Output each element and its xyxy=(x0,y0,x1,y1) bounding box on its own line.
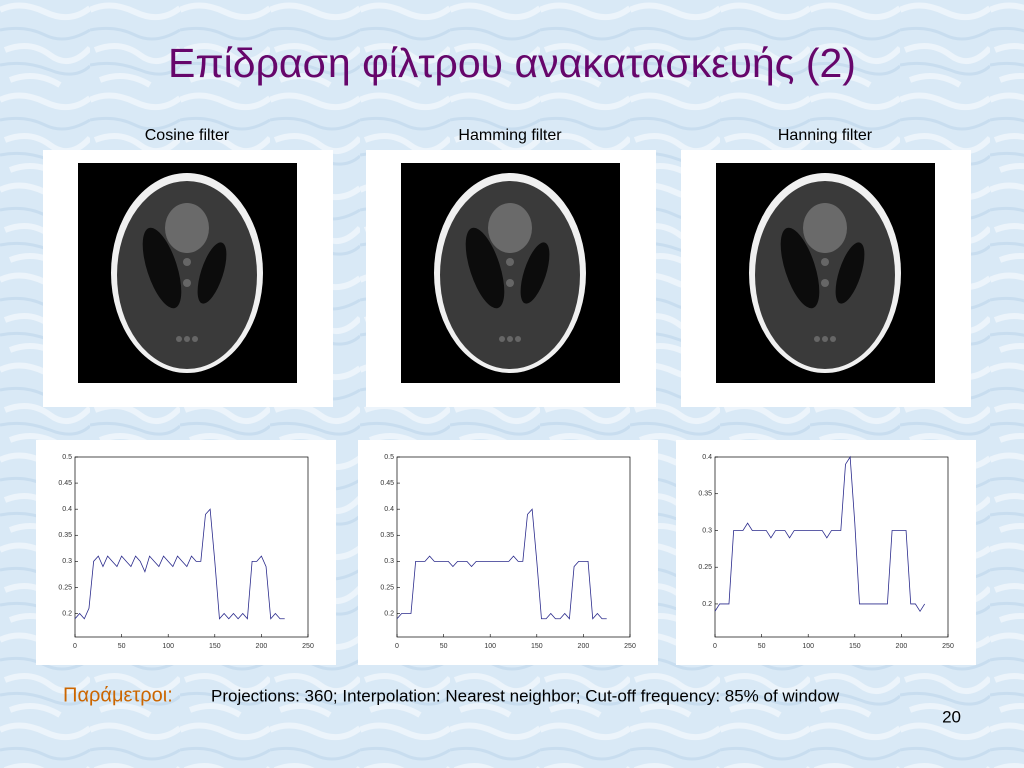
plot-axes xyxy=(714,456,949,638)
x-tick-label: 100 xyxy=(484,643,496,650)
y-tick-label: 0.4 xyxy=(62,506,72,513)
page-number: 20 xyxy=(942,707,961,726)
x-tick-label: 150 xyxy=(531,643,543,650)
y-tick-label: 0.25 xyxy=(698,564,712,571)
phantom-spot xyxy=(822,336,828,342)
y-tick-label: 0.35 xyxy=(58,532,72,539)
x-tick-label: 0 xyxy=(713,643,717,650)
phantom-spot xyxy=(507,336,513,342)
x-tick-label: 100 xyxy=(802,643,814,650)
profile-line xyxy=(396,508,607,620)
x-tick-label: 0 xyxy=(395,643,399,650)
y-tick-label: 0.2 xyxy=(62,610,72,617)
footer-text: Projections: 360; Interpolation: Nearest… xyxy=(211,686,840,705)
phantom-spot xyxy=(184,336,190,342)
phantom-spot xyxy=(506,258,514,266)
phantom-region xyxy=(465,227,505,309)
panel-label: Hamming filter xyxy=(458,127,562,144)
x-tick-label: 250 xyxy=(302,643,314,650)
phantom-region xyxy=(835,242,865,304)
phantom-region xyxy=(165,203,209,253)
profile-line xyxy=(714,455,926,613)
x-tick-label: 250 xyxy=(624,643,636,650)
phantom-region xyxy=(780,227,820,309)
plot-frame xyxy=(36,440,336,665)
phantom-region xyxy=(488,203,532,253)
y-tick-label: 0.4 xyxy=(384,506,394,513)
y-tick-label: 0.3 xyxy=(384,558,394,565)
y-tick-label: 0.3 xyxy=(62,558,72,565)
phantom-spot xyxy=(515,336,521,342)
y-tick-label: 0.25 xyxy=(380,584,394,591)
x-tick-label: 150 xyxy=(209,643,221,650)
x-tick-label: 100 xyxy=(162,643,174,650)
y-tick-label: 0.45 xyxy=(380,480,394,487)
phantom-spot xyxy=(821,279,829,287)
footer-label: Παράμετροι: xyxy=(63,684,173,706)
y-tick-label: 0.35 xyxy=(380,532,394,539)
x-tick-label: 50 xyxy=(440,643,448,650)
x-tick-label: 0 xyxy=(73,643,77,650)
phantom-spot xyxy=(499,336,505,342)
x-tick-label: 150 xyxy=(849,643,861,650)
profile-line xyxy=(74,508,285,620)
panel-label: Hanning filter xyxy=(778,127,873,144)
y-tick-label: 0.4 xyxy=(702,454,712,461)
phantom-spot xyxy=(183,258,191,266)
phantom-spot xyxy=(821,258,829,266)
y-tick-label: 0.35 xyxy=(698,491,712,498)
phantom-spot xyxy=(830,336,836,342)
phantom-spot xyxy=(176,336,182,342)
slide-title: Επίδραση φίλτρου ανακατασκευής (2) xyxy=(168,40,856,86)
plot-axes xyxy=(396,456,631,638)
y-tick-label: 0.45 xyxy=(58,480,72,487)
x-tick-label: 250 xyxy=(942,643,954,650)
phantom-spot xyxy=(183,279,191,287)
phantom-spot xyxy=(506,279,514,287)
y-tick-label: 0.25 xyxy=(58,584,72,591)
phantom-region xyxy=(197,242,227,304)
x-tick-label: 50 xyxy=(758,643,766,650)
phantom-region xyxy=(520,242,550,304)
plot-frame xyxy=(358,440,658,665)
plot-frame xyxy=(676,440,976,665)
x-tick-label: 200 xyxy=(578,643,590,650)
y-tick-label: 0.3 xyxy=(702,527,712,534)
y-tick-label: 0.2 xyxy=(702,601,712,608)
y-tick-label: 0.5 xyxy=(62,454,72,461)
phantom-spot xyxy=(814,336,820,342)
y-tick-label: 0.2 xyxy=(384,610,394,617)
phantom-region xyxy=(803,203,847,253)
x-tick-label: 200 xyxy=(256,643,268,650)
phantom-region xyxy=(142,227,182,309)
panel-label: Cosine filter xyxy=(145,127,230,144)
x-tick-label: 50 xyxy=(118,643,126,650)
plot-axes xyxy=(74,456,309,638)
phantom-spot xyxy=(192,336,198,342)
y-tick-label: 0.5 xyxy=(384,454,394,461)
x-tick-label: 200 xyxy=(896,643,908,650)
